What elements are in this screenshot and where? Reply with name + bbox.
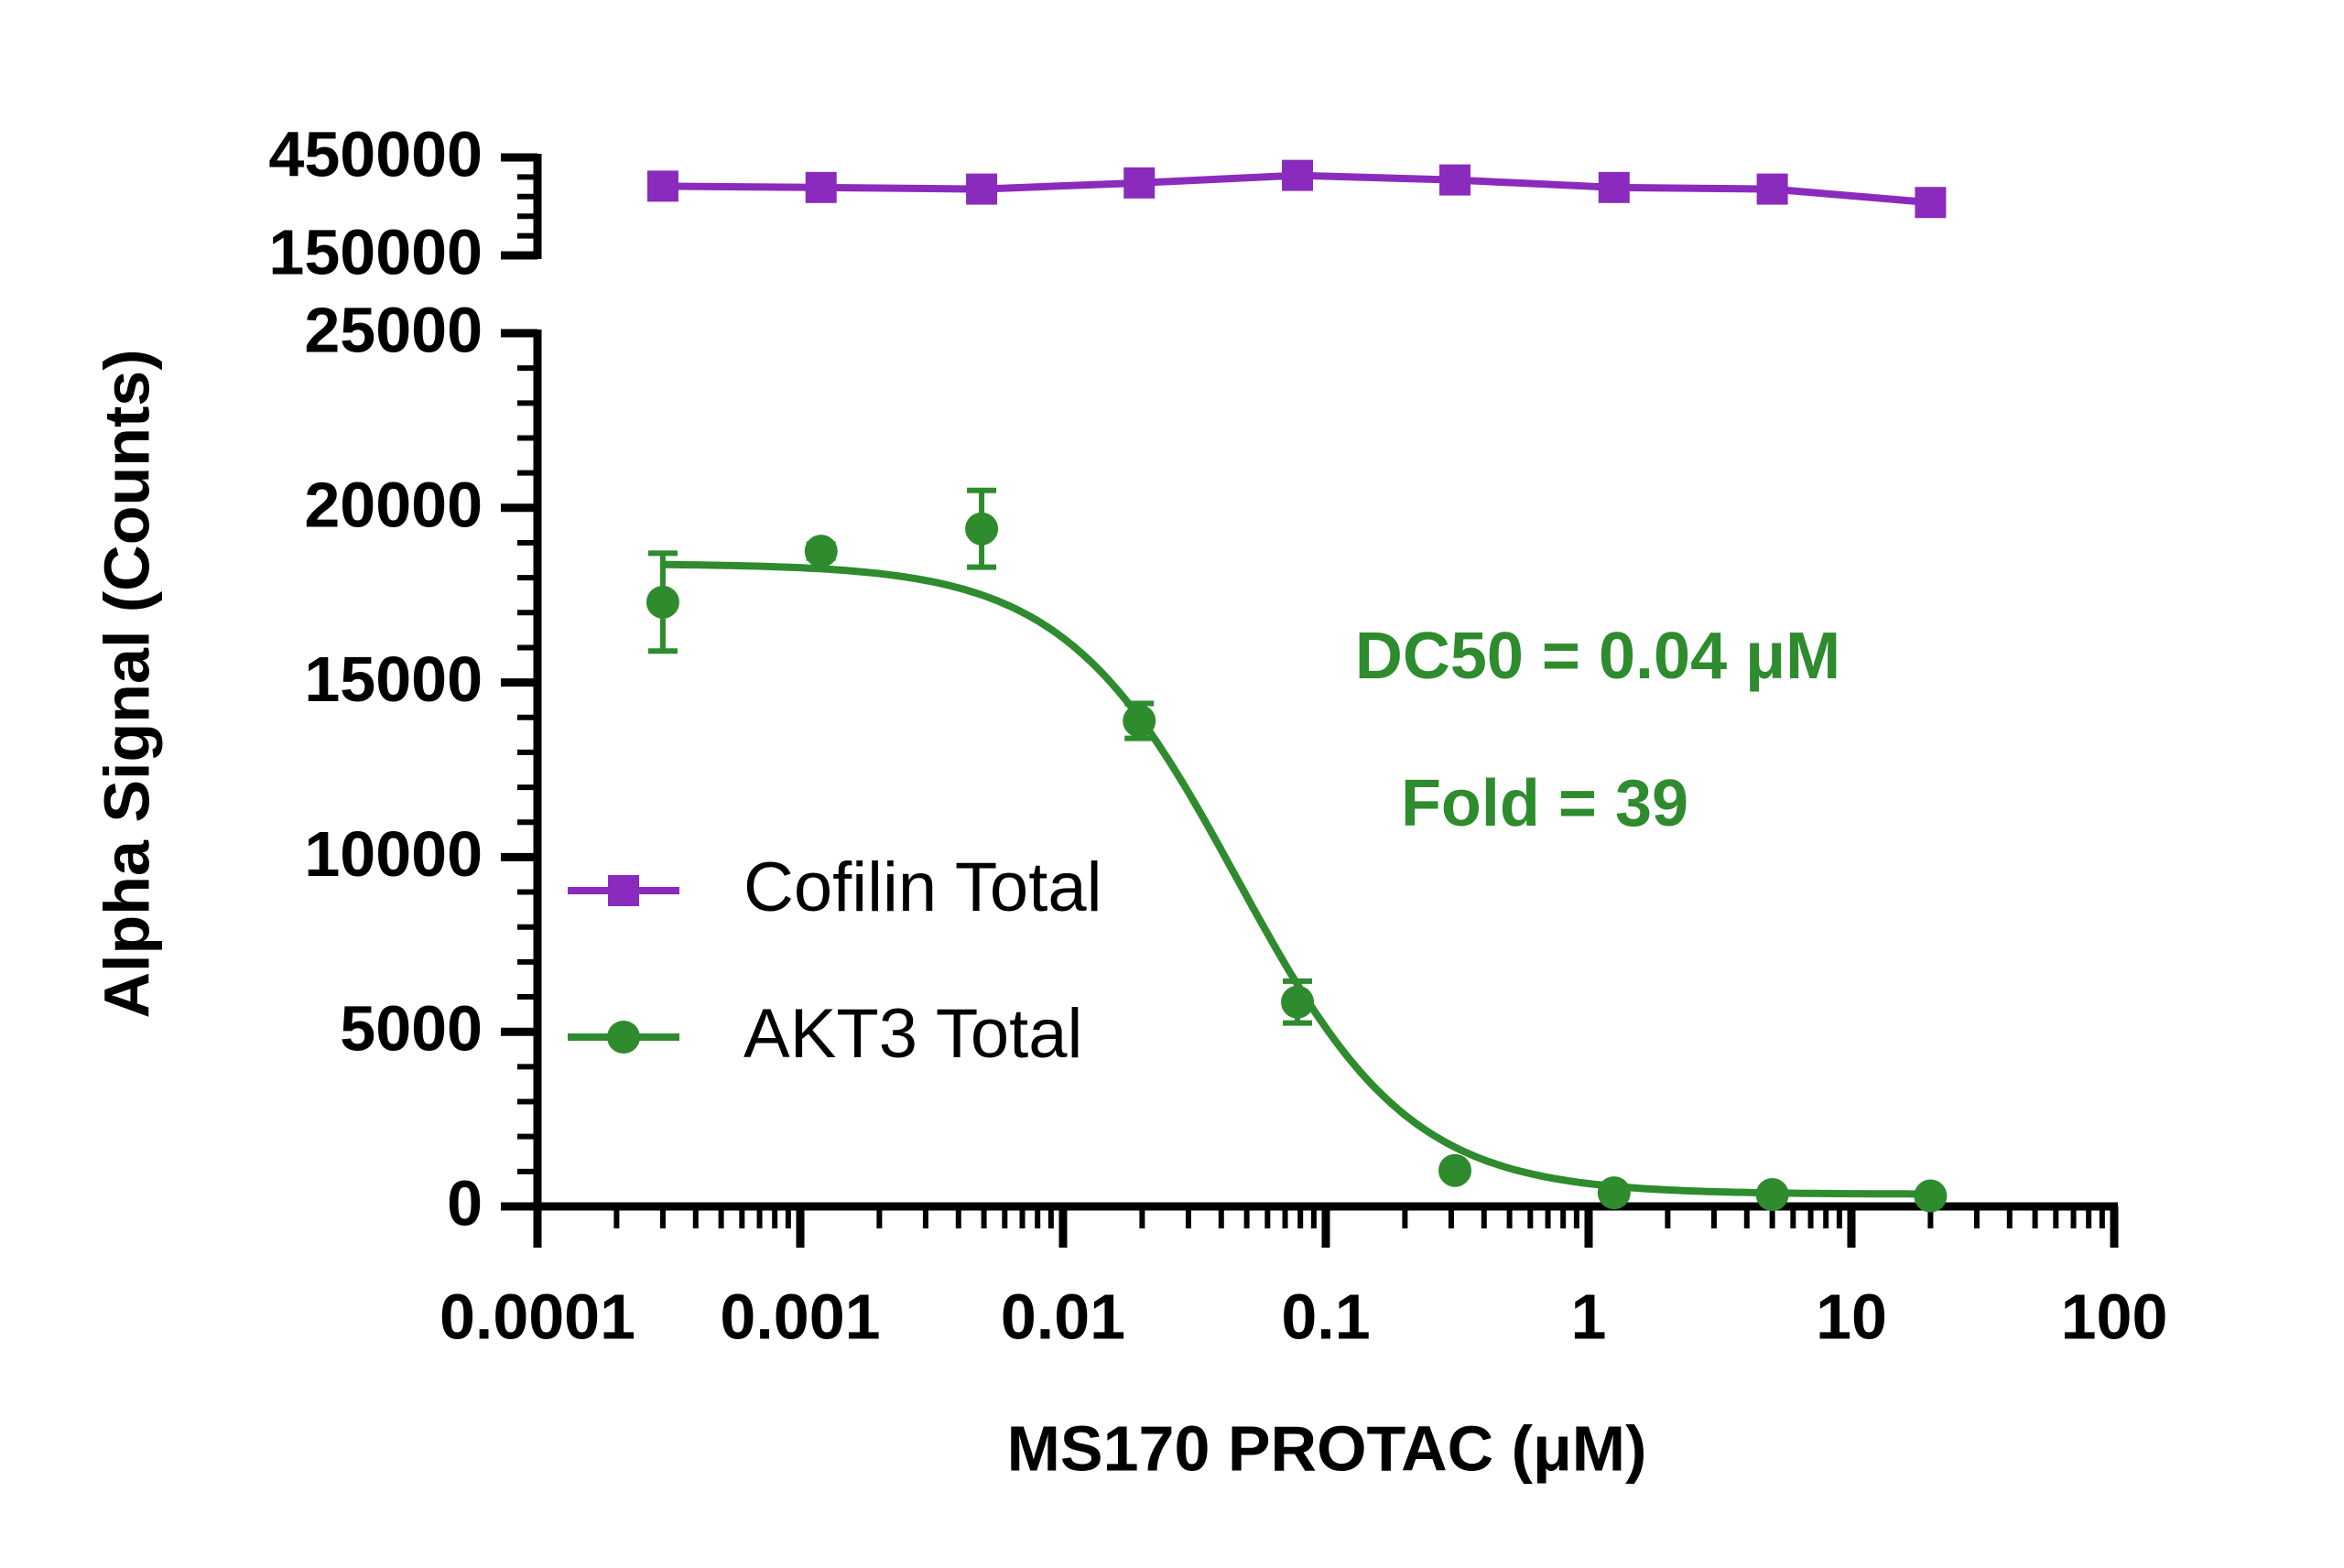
x-tick-label: 0.01: [1001, 1281, 1125, 1352]
legend-label: Cofilin Total: [743, 849, 1101, 926]
marker: [1756, 173, 1788, 205]
marker: [1282, 159, 1314, 191]
annotation: Fold = 39: [1401, 767, 1688, 840]
marker: [1438, 1153, 1472, 1187]
y2-tick-label: 450000: [268, 118, 483, 189]
marker: [646, 585, 679, 619]
x-tick-label: 0.001: [720, 1281, 880, 1352]
x-tick-label: 10: [1816, 1281, 1887, 1352]
x-axis-title: MS170 PROTAC (μM): [1007, 1412, 1647, 1484]
x-tick-label: 0.1: [1281, 1281, 1370, 1352]
legend-marker: [608, 875, 639, 906]
legend-marker: [607, 1021, 640, 1054]
marker: [965, 512, 999, 546]
y-tick-label: 10000: [304, 818, 483, 890]
marker: [1755, 1178, 1789, 1212]
marker: [1123, 167, 1156, 199]
marker: [646, 170, 678, 202]
marker: [1914, 1179, 1948, 1213]
x-tick-label: 1: [1571, 1281, 1607, 1352]
marker: [804, 535, 838, 568]
annotation: DC50 = 0.04 μM: [1355, 620, 1840, 693]
marker: [805, 171, 837, 203]
marker: [1915, 187, 1947, 219]
y2-tick-label: 150000: [268, 216, 483, 287]
x-tick-label: 0.0001: [440, 1281, 635, 1352]
marker: [1281, 985, 1315, 1019]
marker: [1598, 171, 1630, 203]
marker: [1597, 1176, 1631, 1210]
y-tick-label: 0: [447, 1167, 483, 1238]
marker: [1439, 164, 1471, 196]
marker: [966, 173, 998, 205]
y-tick-label: 5000: [340, 993, 483, 1065]
y-tick-label: 25000: [304, 294, 483, 365]
legend-label: AKT3 Total: [743, 995, 1082, 1073]
x-tick-label: 100: [2061, 1281, 2168, 1352]
y-tick-label: 20000: [304, 469, 483, 540]
y-tick-label: 15000: [304, 643, 483, 715]
y-axis-title: Alpha Signal (Counts): [91, 349, 162, 1018]
marker: [1123, 704, 1156, 738]
